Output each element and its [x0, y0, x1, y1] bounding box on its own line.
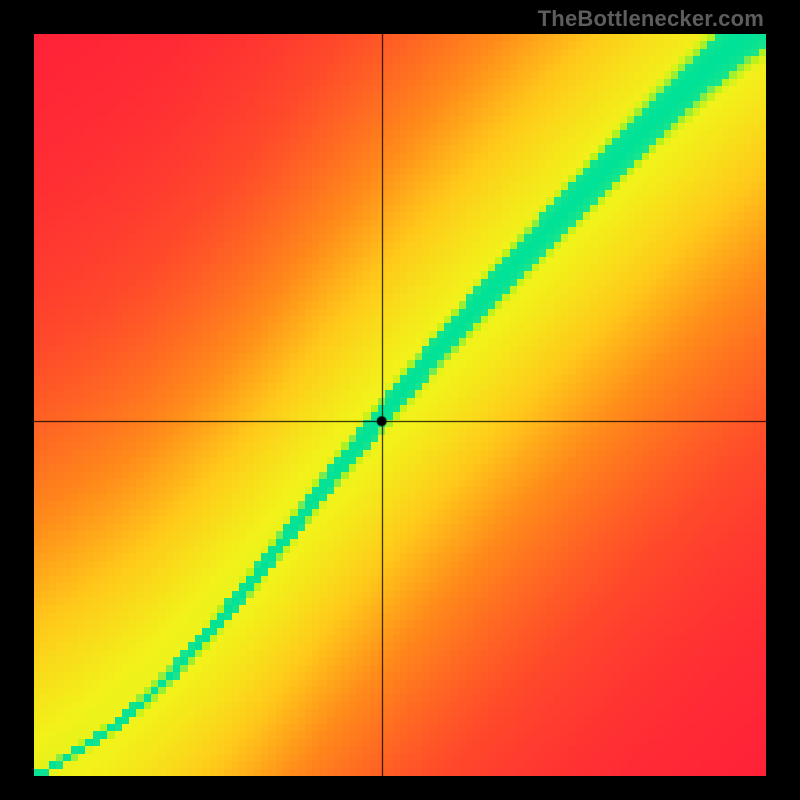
watermark-text: TheBottlenecker.com — [538, 6, 764, 32]
chart-container: TheBottlenecker.com — [0, 0, 800, 800]
heatmap-canvas — [34, 34, 766, 776]
